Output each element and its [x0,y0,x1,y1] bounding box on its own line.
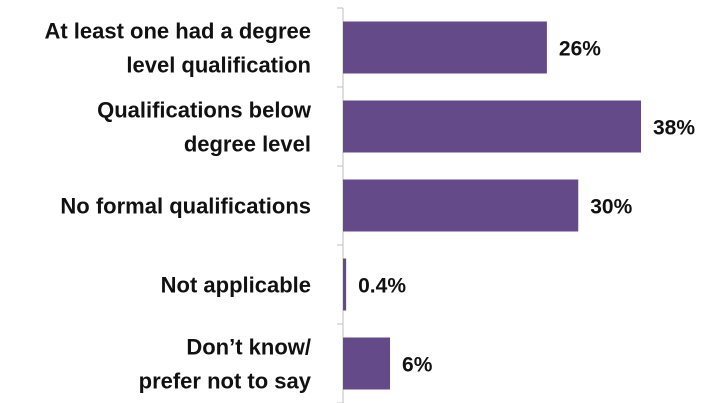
value-label: 0.4% [358,275,406,298]
category-labels: At least one had a degree level qualifica… [44,19,311,394]
value-label: 6% [402,354,433,377]
bar [343,100,641,153]
bars [343,21,641,390]
category-label: degree level [184,132,311,157]
value-label: 26% [559,38,601,61]
category-label: Don’t know/ [186,335,311,360]
category-label: No formal qualifications [60,194,311,219]
category-label: Qualifications below [97,98,312,123]
category-label: prefer not to say [139,369,312,394]
category-label: level qualification [126,53,311,78]
bar [343,337,391,390]
value-label: 38% [653,117,695,140]
value-label: 30% [590,196,632,219]
category-label: Not applicable [161,273,311,298]
bar [343,179,579,232]
value-labels: 26% 38% 30% 0.4% 6% [358,38,695,377]
bar [343,258,347,311]
category-label: At least one had a degree [44,19,311,44]
category-axis [337,7,344,403]
bar [343,21,547,74]
